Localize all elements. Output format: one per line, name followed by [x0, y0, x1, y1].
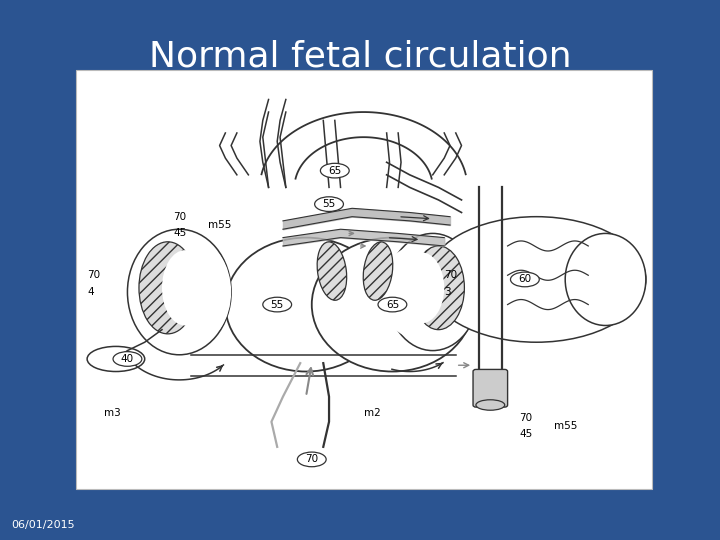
Text: 70: 70 — [87, 270, 100, 280]
Text: m55: m55 — [554, 421, 577, 431]
Ellipse shape — [139, 242, 197, 334]
Text: m2: m2 — [364, 408, 380, 418]
Text: 65: 65 — [328, 166, 341, 176]
Text: 55: 55 — [271, 300, 284, 309]
Text: 4: 4 — [87, 287, 94, 297]
Ellipse shape — [225, 238, 387, 372]
Text: 45: 45 — [519, 429, 532, 440]
Ellipse shape — [378, 297, 407, 312]
Ellipse shape — [87, 347, 145, 372]
Text: 45: 45 — [174, 228, 186, 239]
Text: 60: 60 — [518, 274, 531, 285]
FancyBboxPatch shape — [473, 369, 508, 407]
Ellipse shape — [510, 272, 539, 287]
Ellipse shape — [312, 238, 473, 372]
Text: 55: 55 — [323, 199, 336, 209]
Ellipse shape — [263, 297, 292, 312]
Ellipse shape — [162, 242, 231, 342]
FancyBboxPatch shape — [76, 70, 652, 489]
Text: m3: m3 — [104, 408, 121, 418]
Ellipse shape — [113, 352, 142, 366]
Ellipse shape — [320, 163, 349, 178]
Text: 70: 70 — [174, 212, 186, 222]
Text: m55: m55 — [208, 220, 231, 230]
Ellipse shape — [381, 246, 450, 338]
Ellipse shape — [413, 246, 464, 329]
Text: Normal fetal circulation: Normal fetal circulation — [149, 40, 571, 73]
Ellipse shape — [297, 452, 326, 467]
Ellipse shape — [317, 242, 347, 300]
Text: 40: 40 — [121, 354, 134, 364]
Text: 3: 3 — [444, 287, 451, 297]
Ellipse shape — [476, 400, 505, 410]
Text: 70: 70 — [305, 454, 318, 464]
Ellipse shape — [398, 252, 444, 323]
Ellipse shape — [387, 233, 479, 350]
Text: 65: 65 — [386, 300, 399, 309]
Ellipse shape — [363, 242, 393, 300]
Ellipse shape — [127, 229, 231, 355]
Text: 70: 70 — [444, 270, 457, 280]
Polygon shape — [261, 112, 466, 179]
Ellipse shape — [162, 250, 208, 326]
Ellipse shape — [427, 217, 646, 342]
Ellipse shape — [315, 197, 343, 212]
Text: 70: 70 — [519, 413, 532, 423]
Ellipse shape — [565, 233, 646, 326]
Text: 06/01/2015: 06/01/2015 — [11, 520, 74, 530]
